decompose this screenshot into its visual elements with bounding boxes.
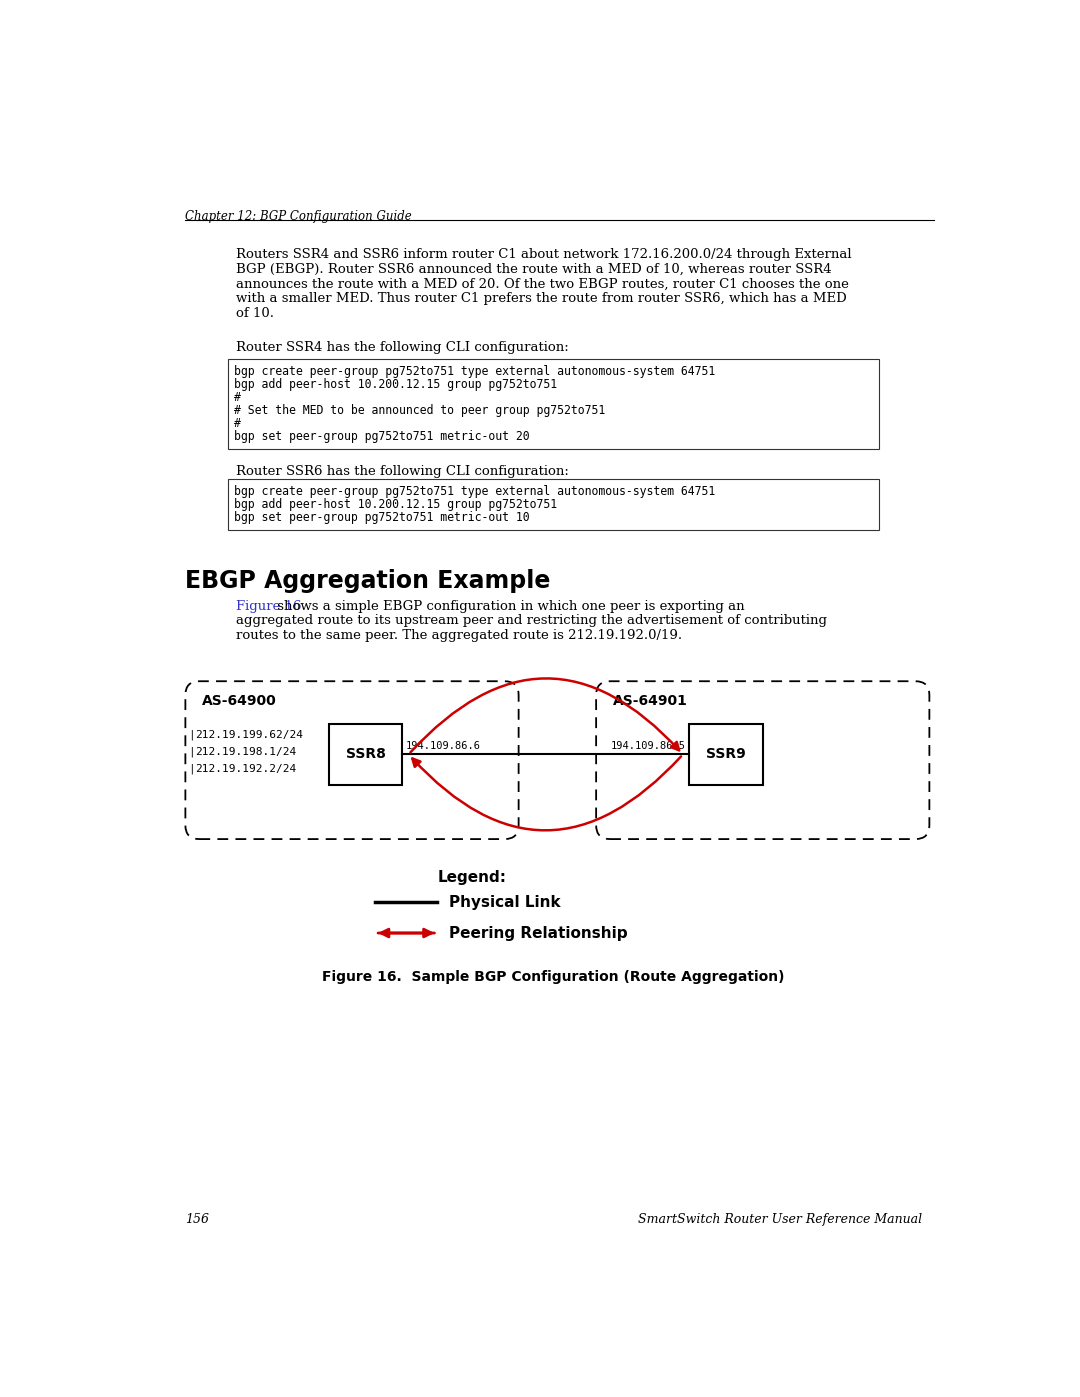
Text: #: # <box>234 391 241 404</box>
Text: Router SSR4 has the following CLI configuration:: Router SSR4 has the following CLI config… <box>235 341 568 353</box>
Text: # Set the MED to be announced to peer group pg752to751: # Set the MED to be announced to peer gr… <box>234 404 606 418</box>
Text: SSR8: SSR8 <box>346 747 386 761</box>
FancyArrowPatch shape <box>378 929 431 937</box>
FancyArrowPatch shape <box>410 679 679 753</box>
Text: with a smaller MED. Thus router C1 prefers the route from router SSR6, which has: with a smaller MED. Thus router C1 prefe… <box>235 292 847 306</box>
Text: #: # <box>234 418 241 430</box>
Text: Figure 16: Figure 16 <box>235 599 301 613</box>
Text: BGP (EBGP). Router SSR6 announced the route with a MED of 10, whereas router SSR: BGP (EBGP). Router SSR6 announced the ro… <box>235 263 832 277</box>
Text: shows a simple EBGP configuration in which one peer is exporting an: shows a simple EBGP configuration in whi… <box>273 599 744 613</box>
Text: EBGP Aggregation Example: EBGP Aggregation Example <box>186 569 551 592</box>
Text: Routers SSR4 and SSR6 inform router C1 about network 172.16.200.0/24 through Ext: Routers SSR4 and SSR6 inform router C1 a… <box>235 249 851 261</box>
Text: bgp add peer-host 10.200.12.15 group pg752to751: bgp add peer-host 10.200.12.15 group pg7… <box>234 497 557 511</box>
Text: 194.109.86.5: 194.109.86.5 <box>611 740 686 750</box>
Text: Chapter 12: BGP Configuration Guide: Chapter 12: BGP Configuration Guide <box>186 210 413 224</box>
Text: SSR9: SSR9 <box>706 747 746 761</box>
Text: |: | <box>188 747 195 757</box>
Text: bgp set peer-group pg752to751 metric-out 10: bgp set peer-group pg752to751 metric-out… <box>234 511 530 524</box>
Text: AS-64901: AS-64901 <box>613 693 688 707</box>
Text: Router SSR6 has the following CLI configuration:: Router SSR6 has the following CLI config… <box>235 465 569 478</box>
Text: bgp create peer-group pg752to751 type external autonomous-system 64751: bgp create peer-group pg752to751 type ex… <box>234 485 715 497</box>
Text: 212.19.199.62/24: 212.19.199.62/24 <box>194 731 302 740</box>
Text: Legend:: Legend: <box>437 870 507 884</box>
Bar <box>228 359 879 450</box>
Text: |: | <box>188 729 195 740</box>
FancyArrowPatch shape <box>413 756 681 830</box>
Text: 212.19.198.1/24: 212.19.198.1/24 <box>194 747 296 757</box>
Bar <box>689 724 762 785</box>
Text: Figure 16.  Sample BGP Configuration (Route Aggregation): Figure 16. Sample BGP Configuration (Rou… <box>322 970 785 983</box>
Text: bgp add peer-host 10.200.12.15 group pg752to751: bgp add peer-host 10.200.12.15 group pg7… <box>234 377 557 391</box>
Text: announces the route with a MED of 20. Of the two EBGP routes, router C1 chooses : announces the route with a MED of 20. Of… <box>235 278 849 291</box>
Text: SmartSwitch Router User Reference Manual: SmartSwitch Router User Reference Manual <box>637 1214 921 1227</box>
Text: routes to the same peer. The aggregated route is 212.19.192.0/19.: routes to the same peer. The aggregated … <box>235 629 681 641</box>
Text: 212.19.192.2/24: 212.19.192.2/24 <box>194 764 296 774</box>
Text: 156: 156 <box>186 1214 210 1227</box>
Text: Peering Relationship: Peering Relationship <box>449 926 627 940</box>
Text: AS-64900: AS-64900 <box>202 693 278 707</box>
Text: bgp create peer-group pg752to751 type external autonomous-system 64751: bgp create peer-group pg752to751 type ex… <box>234 365 715 377</box>
Text: 194.109.86.6: 194.109.86.6 <box>405 740 481 750</box>
Bar <box>228 479 879 531</box>
Text: bgp set peer-group pg752to751 metric-out 20: bgp set peer-group pg752to751 metric-out… <box>234 430 530 443</box>
Bar <box>328 724 403 785</box>
Text: of 10.: of 10. <box>235 307 273 320</box>
Text: |: | <box>188 764 195 774</box>
Text: Physical Link: Physical Link <box>449 894 561 909</box>
FancyArrowPatch shape <box>381 929 434 937</box>
Text: aggregated route to its upstream peer and restricting the advertisement of contr: aggregated route to its upstream peer an… <box>235 615 827 627</box>
